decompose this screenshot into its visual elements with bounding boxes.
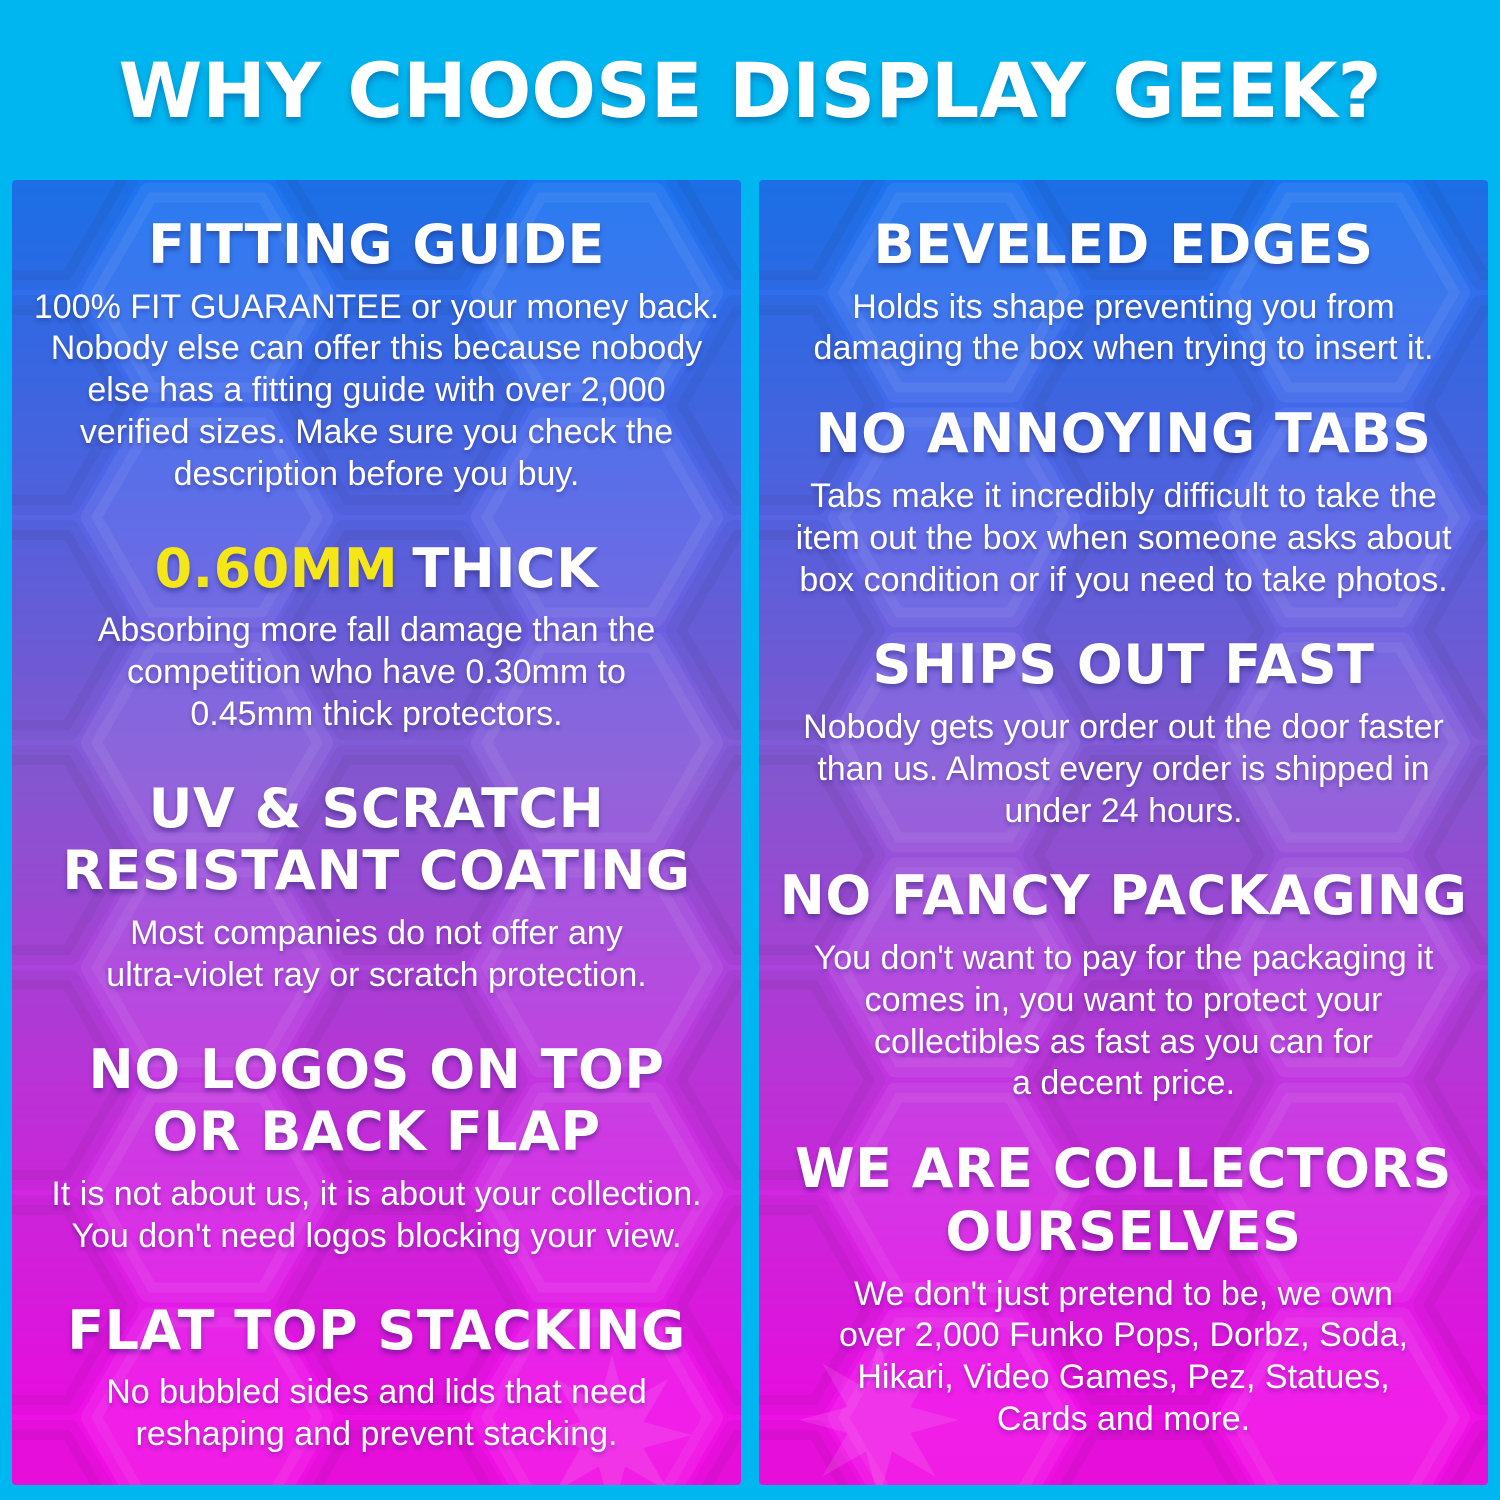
section-heading: FITTING GUIDE <box>148 213 605 276</box>
section-flat-top-stacking: FLAT TOP STACKING No bubbled sides and l… <box>18 1298 735 1456</box>
section-body: We don't just pretend to be, we own over… <box>839 1274 1408 1438</box>
section-fitting-guide: FITTING GUIDE 100% FIT GUARANTEE or your… <box>18 213 735 496</box>
section-thickness: 0.60MM THICK Absorbing more fall damage t… <box>18 536 735 736</box>
section-we-are-collectors: WE ARE COLLECTORS OURSELVES We don't jus… <box>765 1137 1482 1441</box>
section-heading: NO ANNOYING TABS <box>815 402 1432 466</box>
section-body: Holds its shape preventing you from dama… <box>813 287 1434 368</box>
section-heading: SHIPS OUT FAST <box>872 633 1375 697</box>
section-body: You don't want to pay for the packaging … <box>813 939 1434 1103</box>
section-body: Nobody gets your order out the door fast… <box>803 707 1444 830</box>
section-body: No bubbled sides and lids that need resh… <box>106 1373 647 1453</box>
left-panel-sections: FITTING GUIDE 100% FIT GUARANTEE or your… <box>12 180 741 1485</box>
section-ships-out-fast: SHIPS OUT FAST Nobody gets your order ou… <box>765 634 1482 832</box>
section-body: Most companies do not offer any ultra-vi… <box>106 914 647 994</box>
section-body: Absorbing more fall damage than the comp… <box>97 611 656 733</box>
section-heading: BEVELED EDGES <box>873 213 1374 276</box>
section-beveled-edges: BEVELED EDGES Holds its shape preventing… <box>765 213 1482 370</box>
panels-container: FITTING GUIDE 100% FIT GUARANTEE or your… <box>12 180 1488 1485</box>
section-uv-scratch-coating: UV & SCRATCH RESISTANT COATING Most comp… <box>18 776 735 997</box>
section-no-annoying-tabs: NO ANNOYING TABS Tabs make it incredibly… <box>765 403 1482 601</box>
section-heading: 0.60MM THICK <box>18 536 735 601</box>
section-no-logos: NO LOGOS ON TOP OR BACK FLAP It is not a… <box>18 1037 735 1258</box>
section-heading: NO LOGOS ON TOP OR BACK FLAP <box>88 1037 665 1164</box>
section-heading: FLAT TOP STACKING <box>67 1298 686 1362</box>
right-panel-sections: BEVELED EDGES Holds its shape preventing… <box>759 180 1488 1485</box>
section-heading: WE ARE COLLECTORS OURSELVES <box>795 1137 1452 1263</box>
section-body: Tabs make it incredibly difficult to tak… <box>795 476 1452 599</box>
thickness-heading-rest: THICK <box>412 536 599 600</box>
section-heading: UV & SCRATCH RESISTANT COATING <box>62 776 691 903</box>
section-heading: NO FANCY PACKAGING <box>779 864 1468 928</box>
section-no-fancy-packaging: NO FANCY PACKAGING You don't want to pay… <box>765 865 1482 1105</box>
page-title: WHY CHOOSE DISPLAY GEEK? <box>118 45 1382 135</box>
thickness-value-highlight: 0.60MM <box>154 536 399 600</box>
section-body: It is not about us, it is about your col… <box>51 1174 702 1255</box>
left-panel: FITTING GUIDE 100% FIT GUARANTEE or your… <box>12 180 741 1485</box>
right-panel: BEVELED EDGES Holds its shape preventing… <box>759 180 1488 1485</box>
section-body: 100% FIT GUARANTEE or your money back. N… <box>33 287 720 493</box>
